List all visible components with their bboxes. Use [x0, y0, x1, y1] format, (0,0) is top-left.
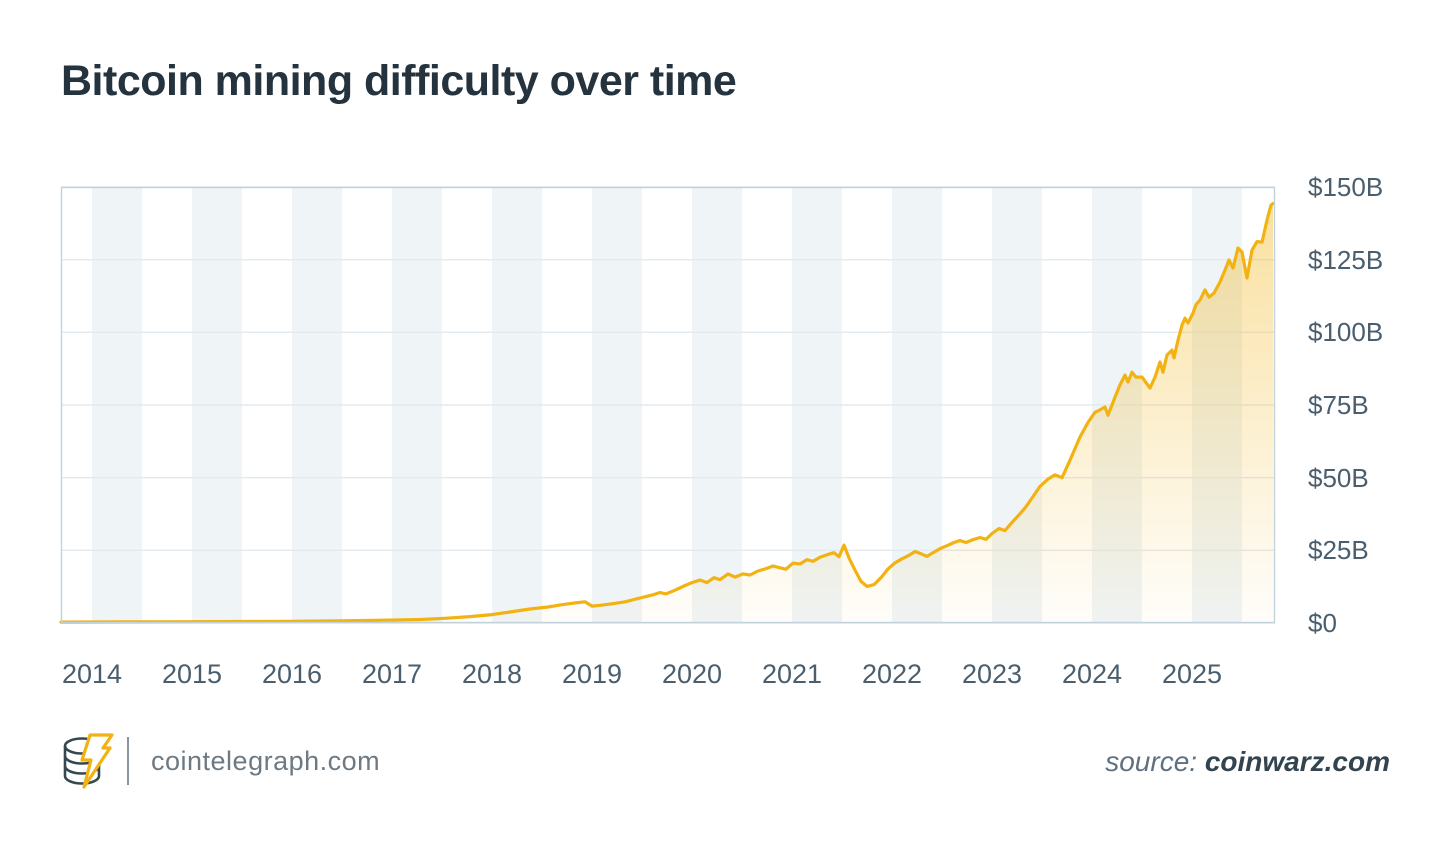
- chart-plot-area: [59, 186, 1276, 624]
- y-axis-tick-label: $100B: [1308, 317, 1384, 348]
- x-axis-tick-label: 2020: [661, 659, 723, 689]
- brand-text: cointelegraph.com: [151, 746, 381, 776]
- x-axis-tick-label: 2023: [961, 659, 1023, 689]
- x-axis-tick-label: 2019: [561, 659, 623, 689]
- source-attribution: source: coinwarz.com: [1105, 746, 1390, 778]
- lightning-bolt-icon: [80, 733, 114, 789]
- plot-border: [60, 186, 1276, 624]
- footer-divider: [127, 737, 129, 785]
- y-axis-tick-label: $125B: [1308, 244, 1384, 275]
- y-axis-tick-label: $150B: [1308, 172, 1384, 202]
- x-axis-tick-label: 2015: [161, 659, 223, 689]
- x-axis-tick-label: 2021: [761, 659, 823, 689]
- difficulty-area-fill: [61, 203, 1273, 623]
- x-axis-tick-label: 2022: [861, 659, 923, 689]
- footer: cointelegraph.com source: coinwarz.com: [0, 728, 1450, 798]
- y-axis-tick-label: $25B: [1308, 535, 1369, 566]
- x-axis-tick-label: 2018: [461, 659, 523, 689]
- x-axis-tick-label: 2016: [261, 659, 323, 689]
- x-axis-tick-label: 2025: [1161, 659, 1223, 689]
- cointelegraph-logo-icon: [63, 733, 114, 789]
- y-axis-tick-label: $75B: [1308, 390, 1369, 420]
- source-label: source:: [1105, 746, 1198, 777]
- x-axis-tick-label: 2014: [61, 659, 123, 689]
- difficulty-chart: [59, 186, 1276, 624]
- y-axis-tick-label: $0: [1308, 608, 1337, 638]
- x-axis-tick-label: 2017: [361, 659, 423, 689]
- source-value: coinwarz.com: [1204, 746, 1390, 777]
- y-axis-tick-label: $50B: [1308, 462, 1369, 493]
- difficulty-line: [59, 202, 1275, 624]
- page-title: Bitcoin mining difficulty over time: [61, 57, 737, 105]
- x-axis-tick-label: 2024: [1061, 659, 1123, 689]
